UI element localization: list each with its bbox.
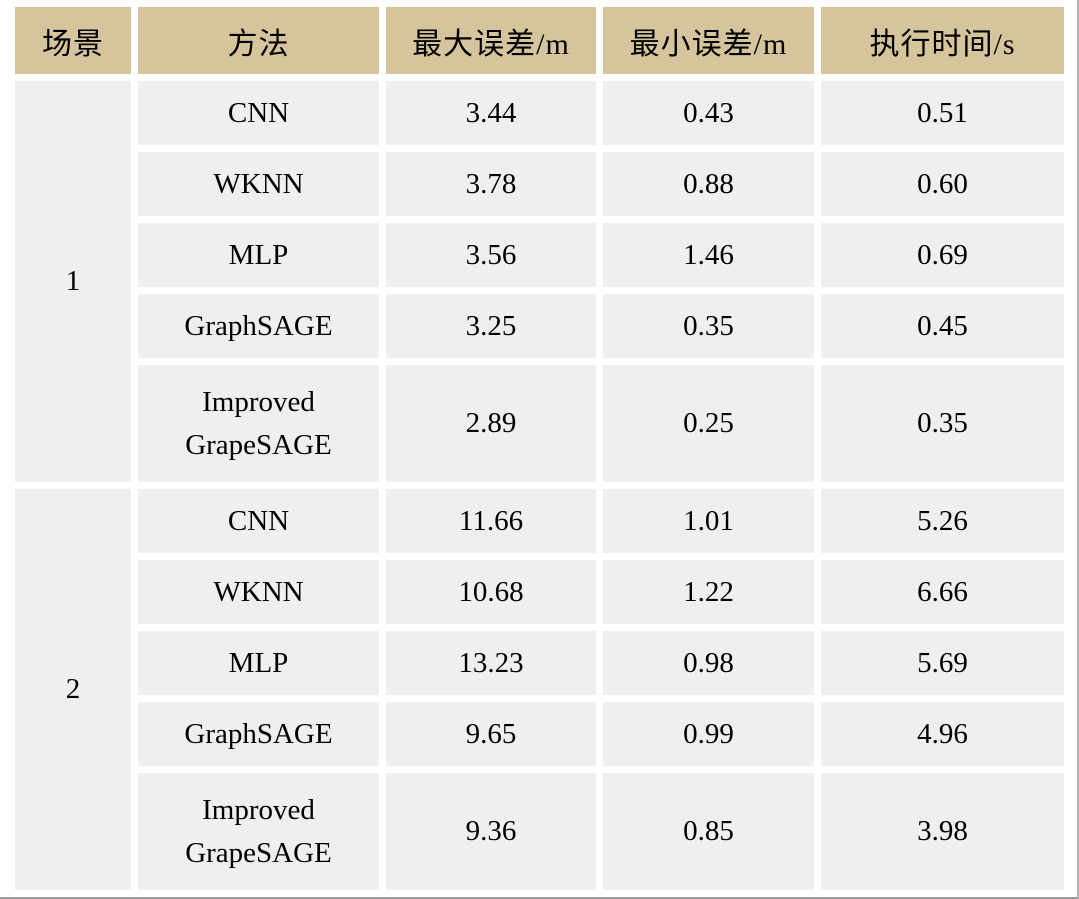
- exec-time-cell: 0.69: [821, 223, 1064, 287]
- max-error-cell: 3.25: [386, 294, 596, 358]
- method-cell: MLP: [138, 223, 379, 287]
- min-error-cell: 0.25: [603, 365, 814, 482]
- exec-time-cell: 0.60: [821, 152, 1064, 216]
- table-row: WKNN 3.78 0.88 0.60: [15, 152, 1064, 216]
- col-header-scene: 场景: [15, 7, 131, 74]
- min-error-cell: 0.35: [603, 294, 814, 358]
- max-error-cell: 9.36: [386, 773, 596, 890]
- table-row: MLP 3.56 1.46 0.69: [15, 223, 1064, 287]
- exec-time-cell: 6.66: [821, 560, 1064, 624]
- exec-time-cell: 0.51: [821, 81, 1064, 145]
- exec-time-cell: 0.45: [821, 294, 1064, 358]
- col-header-method: 方法: [138, 7, 379, 74]
- table-row: MLP 13.23 0.98 5.69: [15, 631, 1064, 695]
- method-cell: MLP: [138, 631, 379, 695]
- header-row: 场景 方法 最大误差/m 最小误差/m 执行时间/s: [15, 7, 1064, 74]
- exec-time-cell: 3.98: [821, 773, 1064, 890]
- method-cell: WKNN: [138, 152, 379, 216]
- min-error-cell: 0.99: [603, 702, 814, 766]
- min-error-cell: 0.98: [603, 631, 814, 695]
- table-row: Improved GrapeSAGE 9.36 0.85 3.98: [15, 773, 1064, 890]
- table-body: 1 CNN 3.44 0.43 0.51 WKNN 3.78 0.88 0.60…: [15, 81, 1064, 890]
- min-error-cell: 0.88: [603, 152, 814, 216]
- results-table: 场景 方法 最大误差/m 最小误差/m 执行时间/s 1 CNN 3.44 0.…: [8, 0, 1071, 897]
- method-cell: CNN: [138, 81, 379, 145]
- scene-cell: 1: [15, 81, 131, 482]
- max-error-cell: 11.66: [386, 489, 596, 553]
- method-cell: WKNN: [138, 560, 379, 624]
- table-row: GraphSAGE 9.65 0.99 4.96: [15, 702, 1064, 766]
- max-error-cell: 10.68: [386, 560, 596, 624]
- table-row: Improved GrapeSAGE 2.89 0.25 0.35: [15, 365, 1064, 482]
- min-error-cell: 1.01: [603, 489, 814, 553]
- min-error-cell: 0.85: [603, 773, 814, 890]
- method-cell: GraphSAGE: [138, 294, 379, 358]
- table-row: WKNN 10.68 1.22 6.66: [15, 560, 1064, 624]
- method-cell: Improved GrapeSAGE: [138, 773, 379, 890]
- table-row: 2 CNN 11.66 1.01 5.26: [15, 489, 1064, 890]
- table-header: 场景 方法 最大误差/m 最小误差/m 执行时间/s: [15, 7, 1064, 74]
- col-header-max-error: 最大误差/m: [386, 7, 596, 74]
- method-cell: Improved GrapeSAGE: [138, 365, 379, 482]
- max-error-cell: 3.78: [386, 152, 596, 216]
- method-cell: CNN: [138, 489, 379, 553]
- max-error-cell: 2.89: [386, 365, 596, 482]
- col-header-exec-time: 执行时间/s: [821, 7, 1064, 74]
- max-error-cell: 3.44: [386, 81, 596, 145]
- exec-time-cell: 4.96: [821, 702, 1064, 766]
- col-header-min-error: 最小误差/m: [603, 7, 814, 74]
- min-error-cell: 1.22: [603, 560, 814, 624]
- table-row: GraphSAGE 3.25 0.35 0.45: [15, 294, 1064, 358]
- method-cell: GraphSAGE: [138, 702, 379, 766]
- exec-time-cell: 5.26: [821, 489, 1064, 553]
- table-row: 1 CNN 3.44 0.43 0.51: [15, 81, 1064, 482]
- max-error-cell: 3.56: [386, 223, 596, 287]
- exec-time-cell: 5.69: [821, 631, 1064, 695]
- scene-cell: 2: [15, 489, 131, 890]
- min-error-cell: 1.46: [603, 223, 814, 287]
- min-error-cell: 0.43: [603, 81, 814, 145]
- exec-time-cell: 0.35: [821, 365, 1064, 482]
- max-error-cell: 13.23: [386, 631, 596, 695]
- max-error-cell: 9.65: [386, 702, 596, 766]
